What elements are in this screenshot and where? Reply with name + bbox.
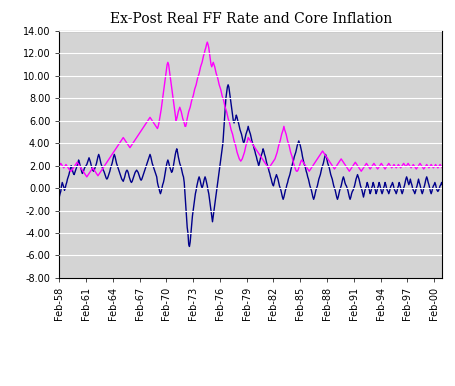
Title: Ex-Post Real FF Rate and Core Inflation: Ex-Post Real FF Rate and Core Inflation	[110, 12, 391, 25]
